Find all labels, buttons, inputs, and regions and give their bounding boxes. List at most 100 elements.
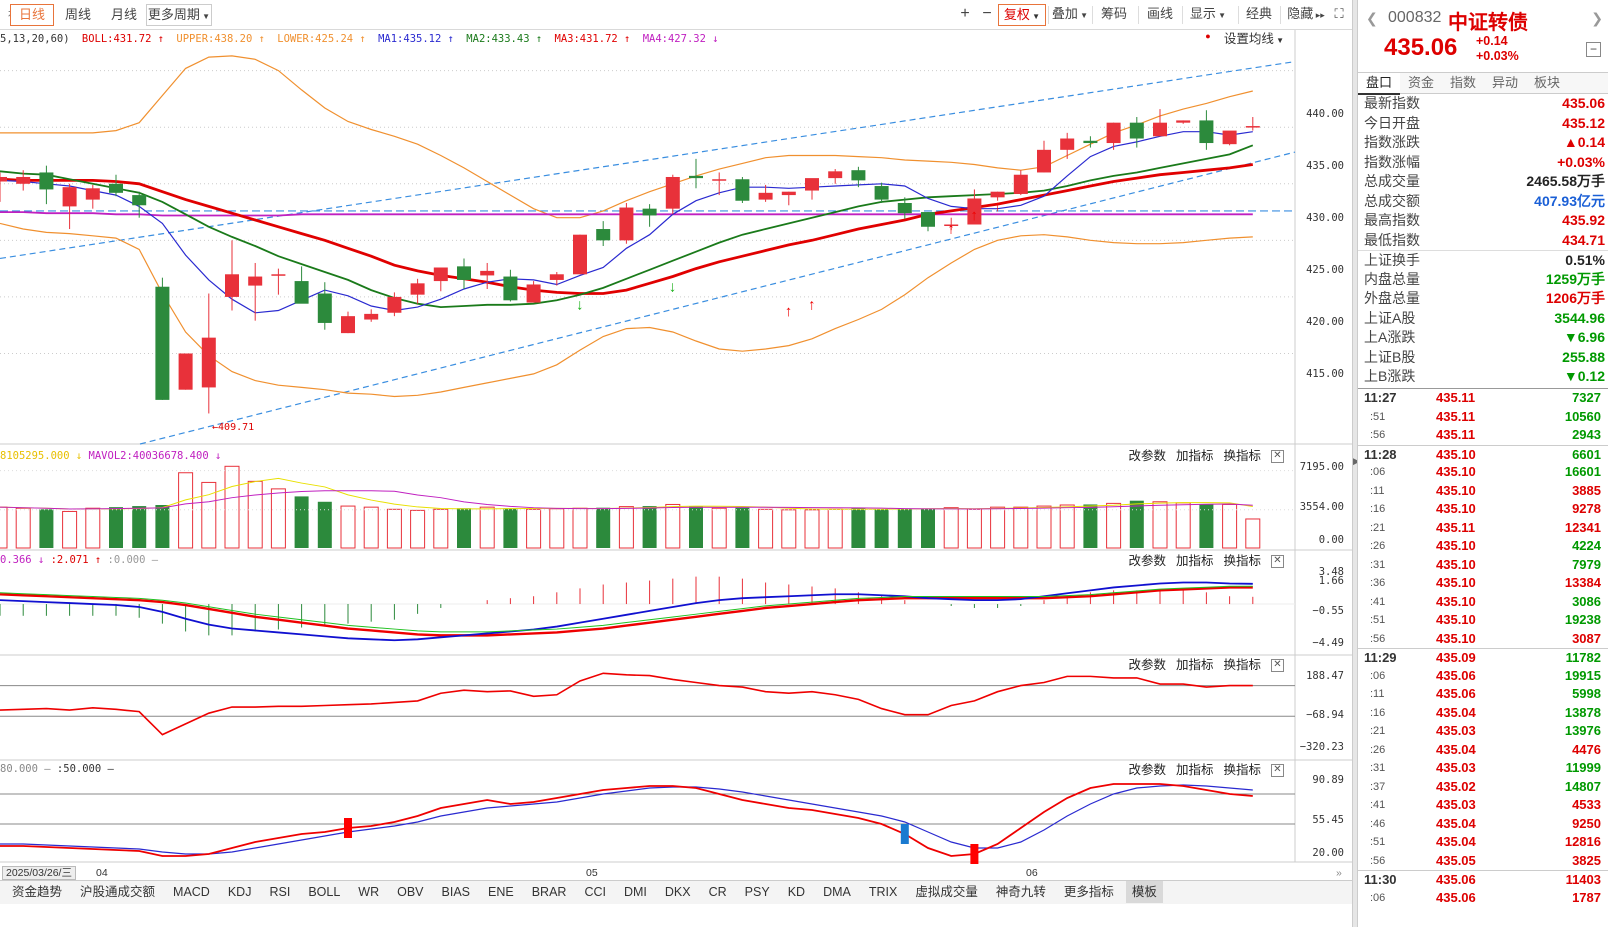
tick-time: :31	[1370, 762, 1386, 774]
indicator-tab[interactable]: PSY	[744, 885, 770, 899]
quote-row-value: 435.12	[1562, 114, 1605, 131]
volume-bar	[1245, 518, 1261, 549]
tick-time: :11	[1370, 688, 1385, 700]
candle-body	[132, 195, 147, 206]
volume-bar	[201, 481, 217, 549]
zoom-in-button[interactable]: +	[960, 5, 970, 22]
tab-more-periods[interactable]: 更多周期 ▼	[146, 4, 212, 26]
add-indicator-button[interactable]: 加指标	[1175, 658, 1214, 672]
arrow-up-icon: ↑	[258, 33, 265, 45]
tick-time: :56	[1370, 429, 1386, 441]
indicator-tab[interactable]: DMI	[623, 885, 647, 899]
add-indicator-button[interactable]: 加指标	[1175, 763, 1214, 777]
volume-bar	[457, 508, 471, 548]
display-button[interactable]: 显示 ▼ ●	[1186, 4, 1230, 41]
hide-button[interactable]: 隐藏 ▸▸	[1284, 4, 1328, 26]
tick-row: :37 435.02 14807	[1358, 778, 1608, 797]
indicator-tab[interactable]: ENE	[488, 885, 514, 899]
axis-label: 430.00	[1306, 212, 1344, 224]
close-icon[interactable]: ✕	[1271, 659, 1284, 673]
legend-ma4-value: MA4:427.32	[642, 33, 706, 45]
indicator-tab[interactable]: RSI	[269, 885, 291, 899]
chips-button[interactable]: 筹码	[1100, 6, 1127, 21]
indicator-tab[interactable]: 模板	[1125, 881, 1163, 903]
quote-tab[interactable]: 板块	[1533, 75, 1560, 90]
edit-params-button[interactable]: 改参数	[1128, 449, 1166, 463]
tab-daily[interactable]: 日线	[10, 4, 54, 26]
edit-params-button[interactable]: 改参数	[1128, 763, 1166, 777]
chevron-right-icon[interactable]: ❯	[1591, 10, 1603, 26]
dash-icon: –	[44, 763, 51, 775]
indicator-tab[interactable]: BOLL	[308, 885, 341, 899]
candle-body	[1106, 122, 1121, 144]
tab-weekly[interactable]: 周线	[64, 7, 91, 22]
indicator-tab[interactable]: DKX	[664, 885, 691, 899]
switch-indicator-button[interactable]: 换指标	[1223, 449, 1261, 463]
indicator-tab[interactable]: BRAR	[531, 885, 567, 899]
indicator-tab[interactable]: CR	[708, 885, 727, 899]
quote-row-label: 上证A股	[1364, 309, 1416, 326]
tick-price: 435.10	[1436, 482, 1476, 498]
candle-body	[1129, 122, 1144, 139]
tick-time: :56	[1370, 632, 1386, 645]
quote-tab[interactable]: 盘口	[1358, 73, 1400, 95]
fullscreen-icon[interactable]: ⛶	[1334, 6, 1344, 21]
indicator-tab[interactable]: 更多指标	[1063, 885, 1114, 899]
indicator-tab[interactable]: MACD	[173, 885, 210, 899]
tick-row: :11 435.10 3885	[1358, 482, 1608, 501]
candle-body	[503, 276, 518, 301]
indicator-tab[interactable]: DMA	[823, 885, 851, 899]
indicator-tab[interactable]: CCI	[584, 885, 606, 899]
fuquan-button[interactable]: 复权 ▼	[998, 4, 1046, 26]
indicator-tab[interactable]: WR	[358, 885, 380, 899]
quote-tab[interactable]: 资金	[1407, 75, 1434, 90]
tick-price: 435.03	[1436, 760, 1476, 775]
tick-price: 435.04	[1436, 704, 1476, 720]
close-icon[interactable]: ✕	[1271, 764, 1284, 778]
indicator-tab[interactable]: OBV	[397, 885, 424, 899]
draw-line-button[interactable]: 画线	[1146, 6, 1173, 21]
switch-indicator-button[interactable]: 换指标	[1223, 763, 1261, 777]
indicator-tab[interactable]: KDJ	[227, 885, 252, 899]
chevron-left-icon[interactable]: ❮	[1366, 10, 1378, 26]
switch-indicator-button[interactable]: 换指标	[1223, 658, 1261, 672]
tab-monthly[interactable]: 月线	[110, 7, 137, 22]
candle-body	[457, 266, 471, 280]
edit-params-button[interactable]: 改参数	[1128, 554, 1166, 568]
indicator-tab[interactable]: BIAS	[441, 885, 471, 899]
indicator-tab[interactable]: 资金趋势	[12, 885, 63, 899]
scroll-right-icon[interactable]: »	[1336, 867, 1342, 879]
arrow-left-icon: ←	[212, 422, 219, 433]
tick-price: 435.05	[1436, 852, 1476, 868]
divider	[1238, 6, 1239, 24]
notification-dot-icon: ●	[1205, 31, 1211, 41]
tick-row: :51 435.11 10560	[1358, 408, 1608, 427]
quote-tab[interactable]: 指数	[1449, 75, 1476, 90]
add-indicator-button[interactable]: 加指标	[1175, 554, 1214, 568]
tick-time: :51	[1370, 836, 1386, 848]
close-icon[interactable]: ✕	[1271, 555, 1284, 569]
classic-button[interactable]: 经典	[1245, 6, 1272, 21]
minimize-icon[interactable]: −	[1586, 42, 1601, 57]
axis-label: 435.00	[1306, 160, 1344, 172]
ma-settings-button[interactable]: 设置均线 ▼	[1224, 30, 1284, 50]
chart-canvas[interactable]: ↑ ↑ ↑ ↑ ↑ ↓ ↓	[0, 0, 1352, 880]
indicator-tab[interactable]: 神奇九转	[995, 885, 1046, 899]
candle-body	[967, 198, 982, 225]
indicator-tab[interactable]: KD	[787, 885, 806, 899]
close-icon[interactable]: ✕	[1271, 450, 1284, 464]
indicator-tab[interactable]: TRIX	[868, 885, 898, 899]
switch-indicator-button[interactable]: 换指标	[1223, 554, 1261, 568]
candle-body	[271, 274, 286, 276]
edit-params-button[interactable]: 改参数	[1128, 658, 1166, 672]
overlay-button[interactable]: 叠加 ▼	[1050, 4, 1090, 26]
collapse-arrow-icon[interactable]: ▶	[1353, 456, 1360, 467]
panel-splitter[interactable]: ▶	[1352, 0, 1360, 927]
add-indicator-button[interactable]: 加指标	[1175, 449, 1214, 463]
candle-body	[155, 286, 170, 400]
month-label: 05	[586, 867, 598, 879]
indicator-tab[interactable]: 沪股通成交额	[80, 885, 156, 899]
zoom-out-button[interactable]: −	[982, 5, 992, 22]
indicator-tab[interactable]: 虚拟成交量	[915, 885, 978, 899]
quote-tab[interactable]: 异动	[1491, 75, 1518, 90]
